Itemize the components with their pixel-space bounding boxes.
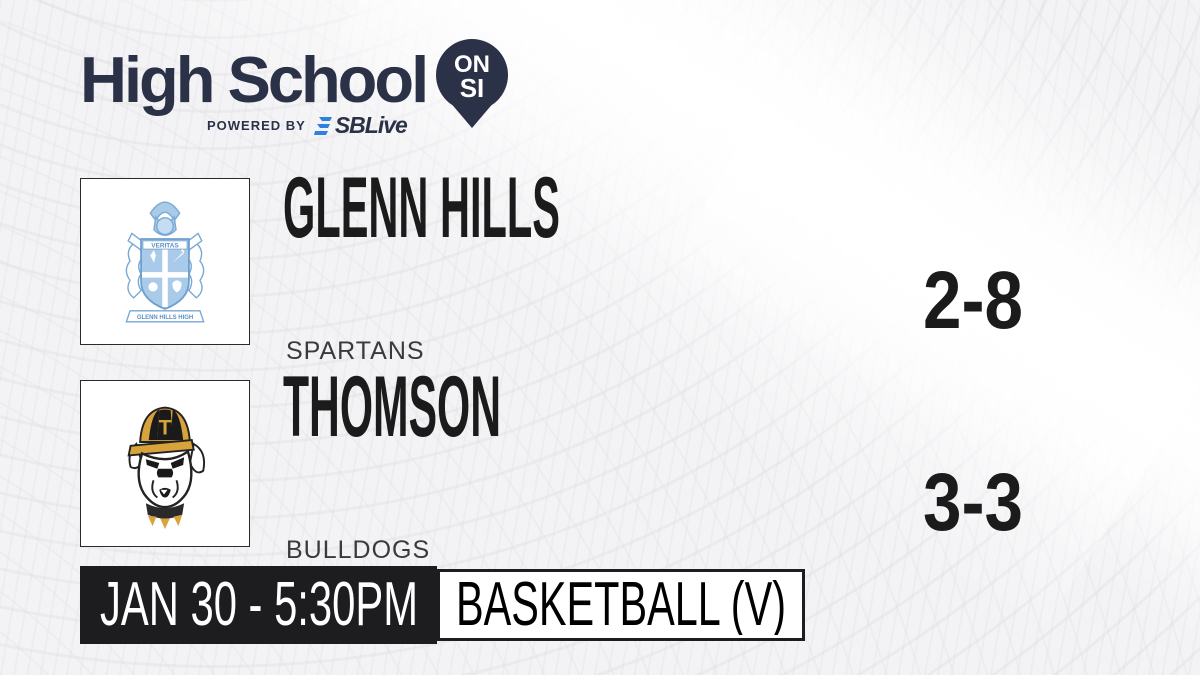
team2-mascot: BULLDOGS — [286, 536, 431, 564]
game-sport-text: BASKETBALL (V) — [456, 575, 786, 635]
team1-mascot: SPARTANS — [286, 337, 425, 365]
sblive-logo: SBLive — [313, 112, 408, 139]
game-sport-box: BASKETBALL (V) — [437, 569, 805, 641]
powered-by-label: POWERED BY — [207, 118, 306, 133]
team2-record: 3-3 — [923, 462, 1023, 538]
team2-name: THOMSON — [283, 374, 501, 442]
team1-record: 2-8 — [923, 260, 1023, 336]
crest-banner-text: GLENN HILLS HIGH — [137, 315, 193, 321]
svg-text:2-8: 2-8 — [923, 260, 1023, 336]
powered-by-row: POWERED BY SBLive — [207, 112, 408, 139]
cap-letter: T — [159, 416, 172, 439]
svg-text:THOMSON: THOMSON — [283, 374, 501, 442]
sblive-bolt-icon — [313, 116, 332, 135]
pin-text-si: SI — [460, 73, 485, 103]
on-si-pin-icon: ON SI — [436, 39, 508, 128]
pin-text-on: ON — [454, 51, 490, 78]
team2-logo-box: T — [80, 380, 250, 547]
game-datetime-box: JAN 30 - 5:30PM — [80, 566, 437, 644]
team1-name: GLENN HILLS — [283, 175, 560, 243]
svg-text:GLENN HILLS: GLENN HILLS — [283, 175, 560, 243]
team1-logo-box: VERITAS GLENN HILLS HIGH — [80, 178, 250, 345]
thomson-bulldog-logo: T — [127, 406, 206, 529]
crest-motto-text: VERITAS — [151, 242, 179, 249]
glenn-hills-crest-logo: VERITAS GLENN HILLS HIGH — [125, 201, 205, 322]
svg-text:3-3: 3-3 — [923, 462, 1023, 538]
sblive-wordmark: SBLive — [334, 112, 408, 138]
game-datetime-text: JAN 30 - 5:30PM — [100, 575, 418, 635]
brand-title: High School — [80, 43, 429, 116]
